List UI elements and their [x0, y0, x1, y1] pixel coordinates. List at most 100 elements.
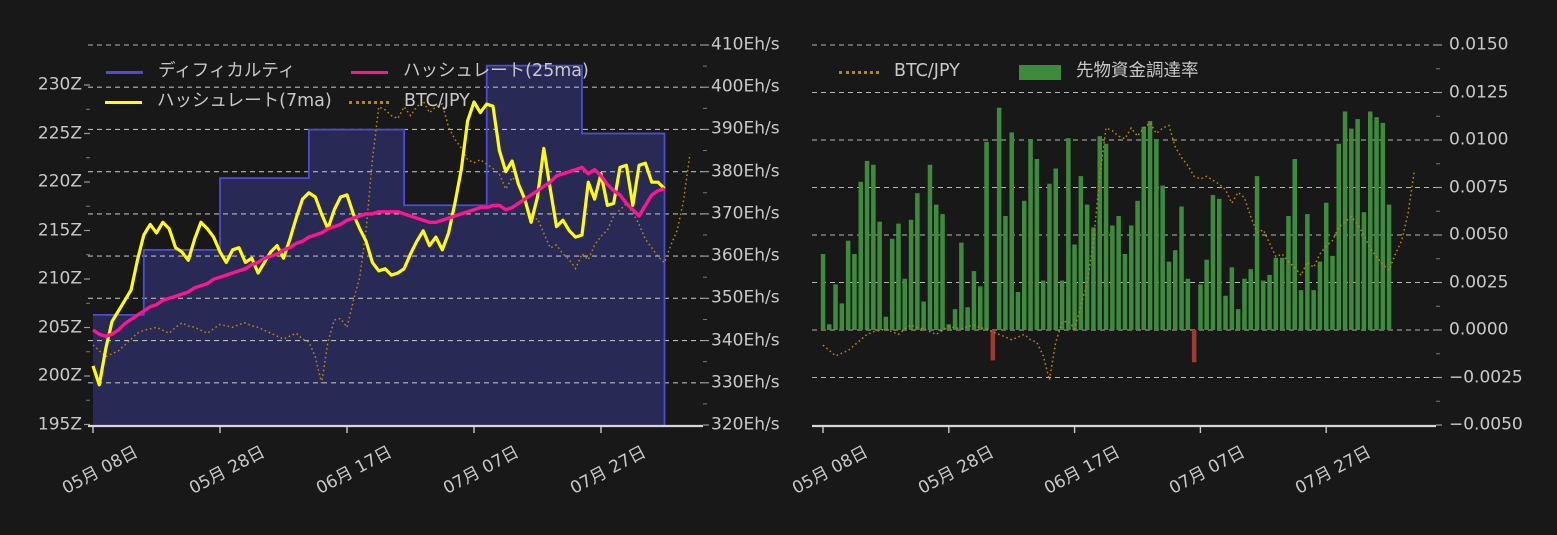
funding-rate-bar [1129, 225, 1134, 330]
funding-rate-bar [1204, 259, 1209, 330]
y-axis-right-tick-label: 380Eh/s [711, 161, 780, 182]
legend-item-hashrate-25ma: ハッシュレート(25ma) [351, 61, 589, 83]
funding-rate-bar [1324, 202, 1329, 330]
funding-rate-bar [1154, 140, 1159, 330]
funding-rate-bar [1160, 185, 1165, 330]
funding-rate-bar [1053, 168, 1058, 330]
funding-rate-bar [1084, 204, 1090, 330]
y-axis-left-tick-label: 230Z [37, 74, 82, 95]
y-axis-right-tick-label: 0.0150 [1449, 34, 1509, 55]
funding-rate-bar [1217, 198, 1222, 330]
funding-rate-bar [1141, 126, 1146, 330]
y-axis-right-tick-label: 0.0050 [1449, 224, 1509, 245]
funding-rate-bar [1179, 206, 1184, 330]
legend-item-difficulty: ディフィカルティ [106, 61, 295, 83]
y-axis-right-tick-label: 410Eh/s [711, 34, 780, 55]
legend-label: ハッシュレート(7ma) [157, 91, 332, 112]
legend-item-funding-rate: 先物資金調達率 [1019, 61, 1199, 83]
funding-rate-bar [1361, 212, 1367, 330]
difficulty-area [93, 65, 665, 425]
legend-label: 先物資金調達率 [1076, 61, 1199, 82]
funding-rate-bar [1110, 225, 1115, 330]
funding-rate-bar [1374, 117, 1379, 330]
funding-rate-bar [1040, 280, 1046, 330]
funding-rate-bar [1173, 250, 1178, 330]
funding-rate-bar [1368, 111, 1373, 330]
funding-rate-bar [1349, 128, 1354, 330]
funding-rate-bar [1066, 138, 1071, 330]
funding-rate-bar [1122, 254, 1128, 330]
btc-jpy-dotted-line-left [92, 99, 691, 384]
funding-rate-bar [1072, 244, 1077, 330]
funding-rate-bar [971, 271, 977, 330]
y-axis-right-tick-label: 390Eh/s [711, 118, 780, 139]
btc-jpy-dotted-swatch [349, 100, 389, 104]
legend-item-btcjpy-right: BTC/JPY [839, 61, 960, 83]
funding-rate-bar [845, 240, 851, 330]
funding-rate-bar [1286, 216, 1291, 330]
y-axis-right-tick-label: 320Eh/s [711, 414, 780, 435]
funding-rate-bar [1059, 280, 1065, 330]
funding-rate-bar [959, 242, 964, 330]
funding-rate-bar [883, 316, 889, 330]
funding-rate-bar [889, 238, 895, 330]
funding-rate-bar [1198, 284, 1203, 330]
y-axis-right-tick-label: 0.0125 [1449, 82, 1509, 102]
difficulty-line-swatch [106, 70, 143, 74]
y-axis-left-tick-label: 200Z [37, 365, 82, 386]
funding-rate-bar [1047, 183, 1052, 330]
btc-jpy-dotted-swatch [839, 70, 879, 74]
funding-rate-bar [1003, 216, 1008, 330]
funding-rate-bar [896, 223, 901, 330]
legend-label: BTC/JPY [404, 91, 470, 112]
funding-rate-bar [1311, 290, 1316, 330]
funding-rate-bar [1166, 261, 1172, 330]
funding-rate-bar [1015, 292, 1021, 330]
funding-rate-bar [1097, 136, 1102, 330]
legend-item-btcjpy-left: BTC/JPY [349, 91, 470, 113]
y-axis-left-tick-label: 210Z [37, 268, 82, 289]
funding-rate-bar [1185, 278, 1191, 330]
funding-rate-bar [1355, 119, 1360, 330]
funding-rate-bar [820, 254, 826, 330]
y-axis-right-tick-label: 0.0000 [1449, 319, 1509, 340]
funding-rate-bar [1223, 295, 1228, 330]
funding-rate-bar [978, 286, 983, 330]
difficulty-step-line [93, 64, 666, 425]
y-axis-right-tick-label: 0.0100 [1449, 129, 1509, 150]
funding-rate-bar [1273, 257, 1279, 330]
funding-rate-bar [1078, 176, 1084, 330]
y-axis-left-tick-label: 195Z [37, 414, 82, 434]
legend-label: BTC/JPY [894, 61, 960, 82]
funding-rate-bar [1342, 111, 1348, 330]
btc-jpy-dotted-line-right [822, 121, 1416, 381]
funding-rate-bar [1091, 227, 1096, 330]
funding-rate-bar [902, 278, 907, 330]
funding-rate-bar [1147, 121, 1153, 330]
funding-rate-bar [1235, 309, 1241, 330]
funding-rate-bar [1103, 143, 1109, 330]
funding-rate-bar [1248, 269, 1253, 330]
funding-rate-bar [852, 254, 857, 330]
funding-rate-bar [984, 141, 989, 330]
legend-label: ハッシュレート(25ma) [403, 61, 589, 82]
funding-rate-bar [1116, 216, 1121, 330]
funding-rate-bar [1380, 122, 1386, 331]
funding-rate-bar [833, 284, 838, 330]
funding-rate-bar [1210, 195, 1216, 330]
funding-rate-bar [1305, 214, 1310, 330]
funding-rate-bar [940, 214, 945, 330]
funding-rate-bar [908, 219, 914, 330]
funding-rate-bar [1229, 267, 1235, 330]
funding-rate-bar [839, 303, 845, 330]
y-axis-right-tick-label: 340Eh/s [711, 330, 780, 351]
funding-rate-bar [915, 193, 920, 330]
hashrate-7ma-line-swatch [105, 100, 142, 104]
y-axis-right-tick-label: 400Eh/s [711, 76, 780, 97]
y-axis-right-tick-label: 360Eh/s [711, 245, 780, 266]
funding-rate-bar-negative [990, 330, 996, 361]
y-axis-left-tick-label: 220Z [37, 171, 82, 192]
funding-rate-bar [1292, 159, 1297, 330]
funding-rate-bar [1267, 274, 1272, 330]
